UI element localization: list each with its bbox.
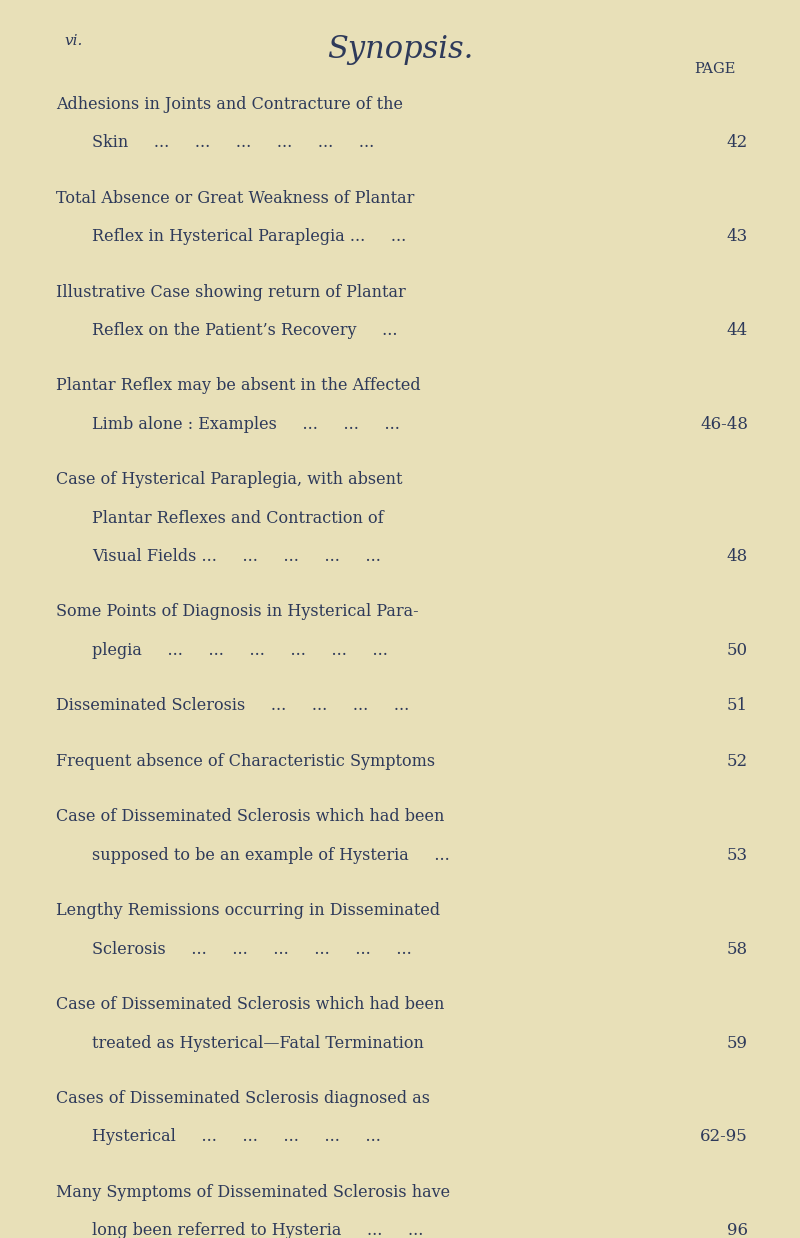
Text: 62-95: 62-95 [700,1128,748,1145]
Text: Total Absence or Great Weakness of Plantar: Total Absence or Great Weakness of Plant… [56,189,414,207]
Text: 52: 52 [727,753,748,770]
Text: Reflex in Hysterical Paraplegia ...     ...: Reflex in Hysterical Paraplegia ... ... [92,228,406,245]
Text: Frequent absence of Characteristic Symptoms: Frequent absence of Characteristic Sympt… [56,753,435,770]
Text: long been referred to Hysteria     ...     ...: long been referred to Hysteria ... ... [92,1222,423,1238]
Text: vi.: vi. [64,33,82,47]
Text: 53: 53 [727,847,748,864]
Text: 58: 58 [727,941,748,958]
Text: Lengthy Remissions occurring in Disseminated: Lengthy Remissions occurring in Dissemin… [56,903,440,920]
Text: Cases of Disseminated Sclerosis diagnosed as: Cases of Disseminated Sclerosis diagnose… [56,1091,430,1107]
Text: treated as Hysterical—Fatal Termination: treated as Hysterical—Fatal Termination [92,1035,424,1051]
Text: 51: 51 [727,697,748,714]
Text: Hysterical     ...     ...     ...     ...     ...: Hysterical ... ... ... ... ... [92,1128,381,1145]
Text: 43: 43 [726,228,748,245]
Text: 44: 44 [726,322,748,339]
Text: Case of Hysterical Paraplegia, with absent: Case of Hysterical Paraplegia, with abse… [56,472,402,488]
Text: 59: 59 [727,1035,748,1051]
Text: Illustrative Case showing return of Plantar: Illustrative Case showing return of Plan… [56,284,406,301]
Text: supposed to be an example of Hysteria     ...: supposed to be an example of Hysteria ..… [92,847,450,864]
Text: 96: 96 [727,1222,748,1238]
Text: Plantar Reflex may be absent in the Affected: Plantar Reflex may be absent in the Affe… [56,378,421,395]
Text: Adhesions in Joints and Contracture of the: Adhesions in Joints and Contracture of t… [56,95,403,113]
Text: Case of Disseminated Sclerosis which had been: Case of Disseminated Sclerosis which had… [56,808,444,826]
Text: Limb alone : Examples     ...     ...     ...: Limb alone : Examples ... ... ... [92,416,400,433]
Text: 48: 48 [726,548,748,565]
Text: Plantar Reflexes and Contraction of: Plantar Reflexes and Contraction of [92,510,384,526]
Text: Case of Disseminated Sclerosis which had been: Case of Disseminated Sclerosis which had… [56,997,444,1013]
Text: Sclerosis     ...     ...     ...     ...     ...     ...: Sclerosis ... ... ... ... ... ... [92,941,412,958]
Text: Many Symptoms of Disseminated Sclerosis have: Many Symptoms of Disseminated Sclerosis … [56,1184,450,1201]
Text: 46-48: 46-48 [700,416,748,433]
Text: Synopsis.: Synopsis. [327,33,473,64]
Text: Skin     ...     ...     ...     ...     ...     ...: Skin ... ... ... ... ... ... [92,134,374,151]
Text: Some Points of Diagnosis in Hysterical Para-: Some Points of Diagnosis in Hysterical P… [56,603,418,620]
Text: 50: 50 [727,641,748,659]
Text: Visual Fields ...     ...     ...     ...     ...: Visual Fields ... ... ... ... ... [92,548,381,565]
Text: 42: 42 [726,134,748,151]
Text: Reflex on the Patient’s Recovery     ...: Reflex on the Patient’s Recovery ... [92,322,398,339]
Text: Disseminated Sclerosis     ...     ...     ...     ...: Disseminated Sclerosis ... ... ... ... [56,697,410,714]
Text: plegia     ...     ...     ...     ...     ...     ...: plegia ... ... ... ... ... ... [92,641,388,659]
Text: PAGE: PAGE [694,62,736,77]
